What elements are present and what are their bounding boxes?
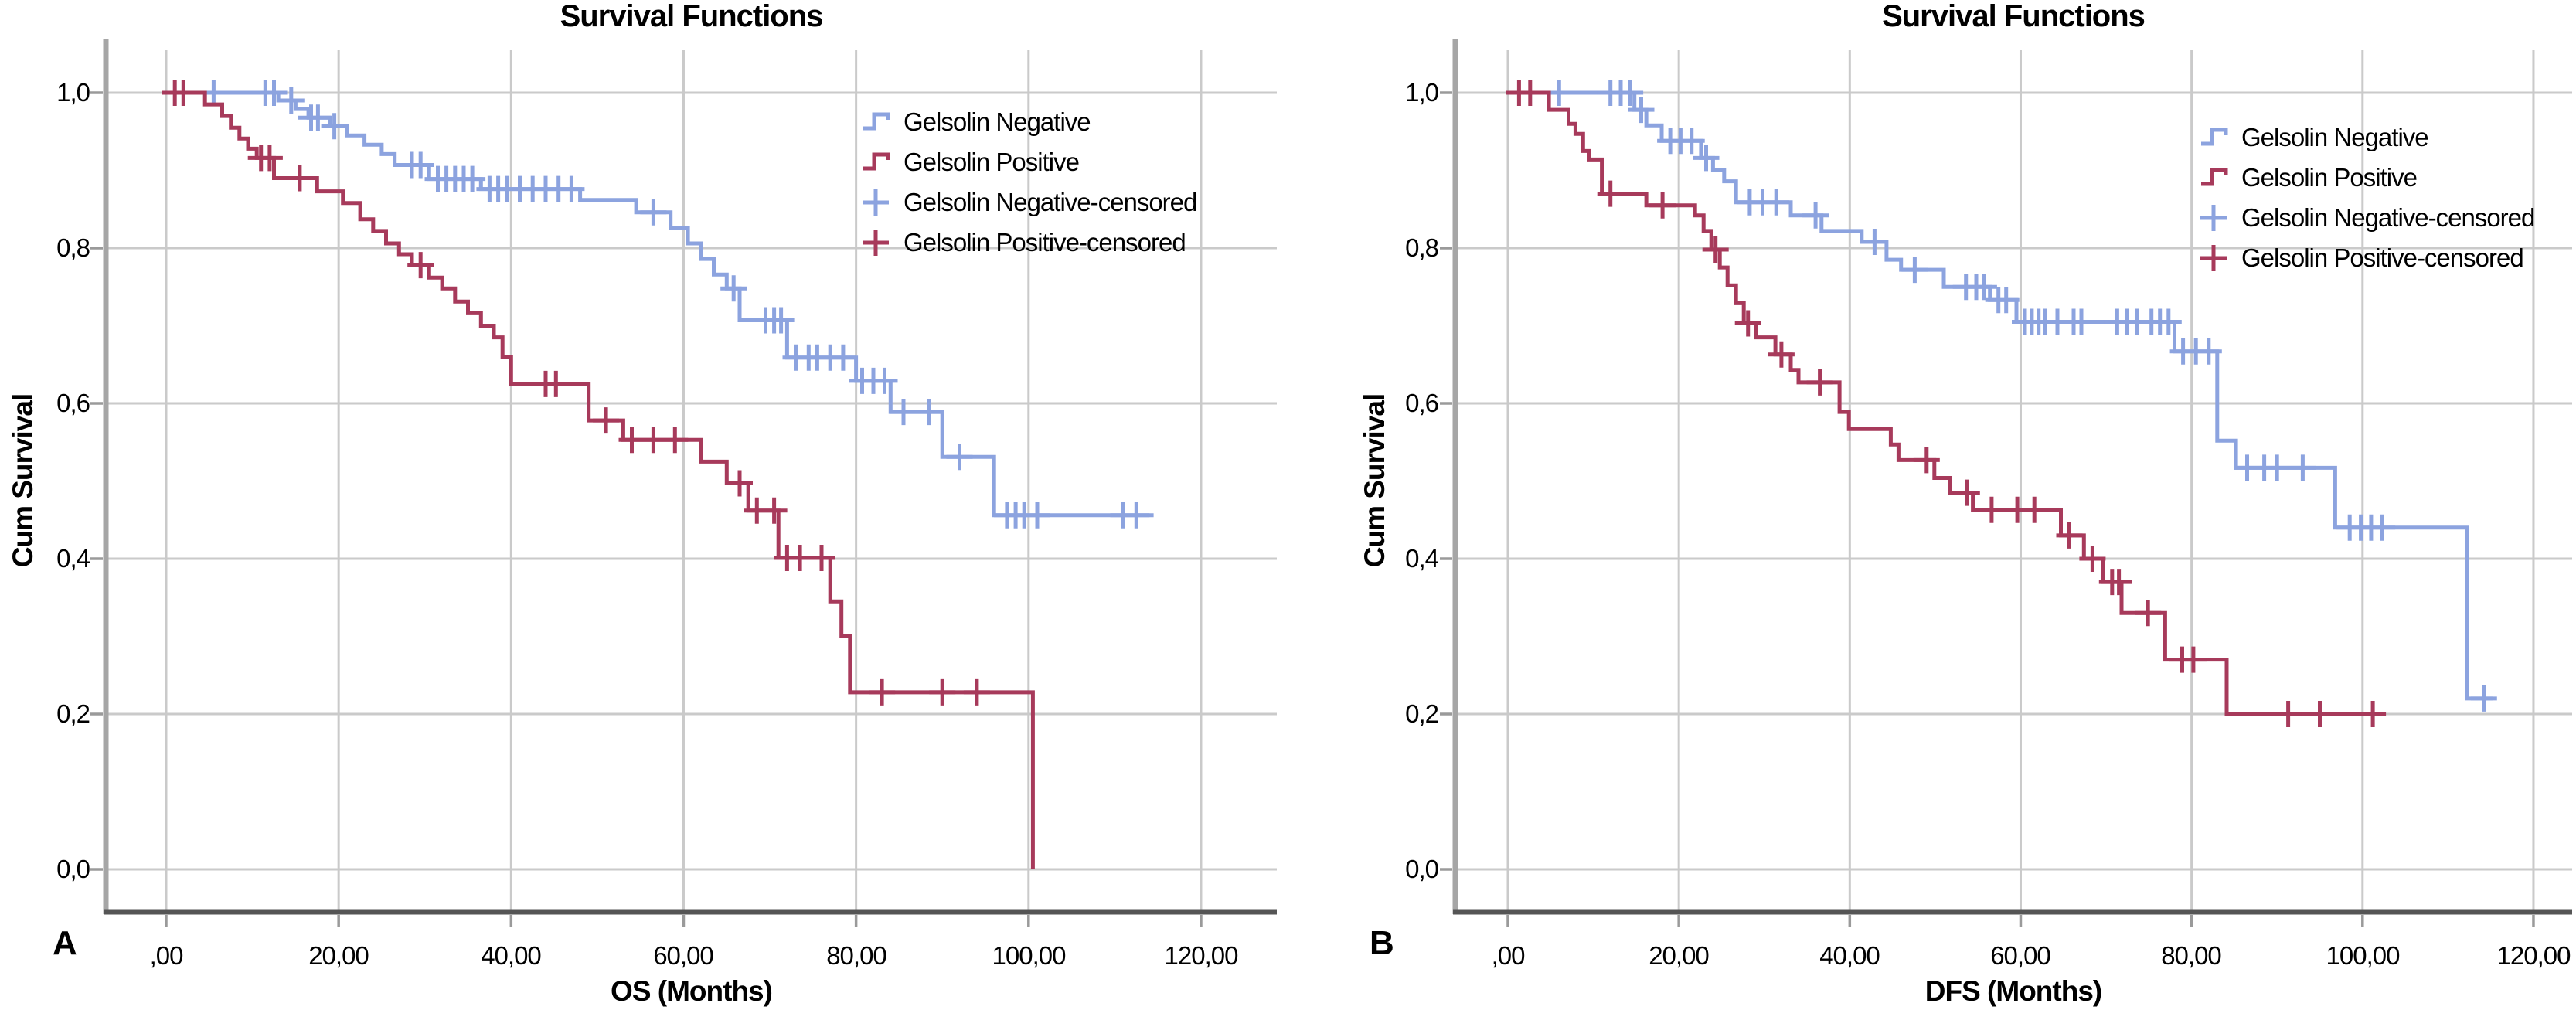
y-tick-label: 0,8	[1405, 233, 1439, 262]
legend-censor-icon	[2200, 205, 2227, 231]
x-axis-label: OS (Months)	[611, 975, 773, 1007]
y-tick-label: 0,8	[56, 233, 90, 262]
x-tick-label: ,00	[1491, 941, 1526, 970]
y-tick-label: 0,0	[1405, 855, 1439, 883]
censor-marks	[162, 80, 990, 706]
legend-censor-icon	[863, 230, 889, 256]
x-tick-label: 20,00	[1649, 941, 1710, 970]
y-axis-label: Cum Survival	[7, 393, 39, 568]
legend-step-icon	[863, 152, 890, 171]
legend-row-positive-censored: Gelsolin Positive-censored	[2200, 238, 2534, 278]
legend: Gelsolin Negative Gelsolin Positive Gels…	[862, 102, 1197, 263]
x-tick-label: 60,00	[1990, 941, 2051, 970]
legend-label: Gelsolin Positive-censored	[903, 228, 1186, 257]
legend-row-negative: Gelsolin Negative	[862, 102, 1196, 142]
y-tick-label: 1,0	[1405, 78, 1439, 107]
x-tick-label: ,00	[149, 941, 184, 970]
y-tick-label: 0,2	[1405, 699, 1439, 728]
legend-row-negative-censored: Gelsolin Negative-censored	[2200, 198, 2535, 238]
panel-letter: A	[53, 924, 77, 962]
legend-row-positive: Gelsolin Positive	[862, 142, 1196, 182]
legend-row-negative-censored: Gelsolin Negative-censored	[862, 182, 1197, 223]
panel-a-title: Survival Functions	[560, 0, 824, 33]
y-tick-label: 0,4	[1405, 544, 1439, 573]
x-tick-label: 100,00	[992, 941, 1067, 970]
legend-label: Gelsolin Positive-censored	[2241, 243, 2524, 272]
legend-label: Gelsolin Negative-censored	[2241, 203, 2535, 232]
legend-label: Gelsolin Negative	[903, 107, 1091, 136]
censor-marks	[200, 80, 1150, 529]
km-plot-dfs	[1440, 39, 2572, 927]
legend-label: Gelsolin Positive	[903, 148, 1080, 176]
legend-step-icon	[2201, 168, 2228, 186]
x-tick-label: 40,00	[1819, 941, 1880, 970]
x-tick-label: 120,00	[1164, 941, 1239, 970]
legend-label: Gelsolin Negative-censored	[903, 188, 1197, 216]
x-tick-label: 100,00	[2326, 941, 2401, 970]
y-tick-label: 0,4	[56, 544, 90, 573]
km-curve	[166, 90, 1035, 869]
x-tick-label: 60,00	[653, 941, 714, 970]
panel-a-os: Survival Functions 1,0 0,8 0,6 0,4 0,2 0…	[7, 0, 1277, 1007]
y-axis-label: Cum Survival	[1359, 393, 1390, 568]
panel-b-dfs: Survival Functions 1,0 0,8 0,6 0,4 0,2 0…	[1288, 0, 2576, 1020]
x-tick-label: 120,00	[2496, 941, 2571, 970]
legend-step-icon	[863, 112, 890, 131]
x-axis-label: DFS (Months)	[1924, 975, 2102, 1007]
censor-marks	[1546, 80, 2497, 712]
y-tick-label: 1,0	[56, 78, 90, 107]
legend-label: Gelsolin Negative	[2241, 123, 2429, 151]
legend-row-negative: Gelsolin Negative	[2200, 117, 2534, 158]
legend-step-icon	[2201, 128, 2228, 146]
legend-label: Gelsolin Positive	[2241, 163, 2418, 192]
y-tick-label: 0,2	[56, 699, 90, 728]
y-tick-label: 0,6	[1405, 389, 1439, 417]
legend-censor-icon	[2200, 245, 2227, 271]
legend-censor-icon	[863, 189, 889, 216]
legend-row-positive: Gelsolin Positive	[2200, 158, 2534, 198]
y-tick-label: 0,6	[56, 389, 90, 417]
panel-b-title: Survival Functions	[1882, 0, 2146, 33]
legend-row-positive-censored: Gelsolin Positive-censored	[862, 223, 1196, 263]
x-tick-label: 20,00	[308, 941, 369, 970]
x-tick-label: 40,00	[481, 941, 542, 970]
x-tick-label: 80,00	[2161, 941, 2222, 970]
x-tick-label: 80,00	[826, 941, 887, 970]
km-plot-os	[90, 39, 1277, 927]
y-tick-label: 0,0	[56, 855, 90, 883]
censor-marks	[1506, 80, 2387, 727]
legend: Gelsolin Negative Gelsolin Positive Gels…	[2200, 117, 2535, 278]
panel-letter: B	[1370, 924, 1394, 962]
